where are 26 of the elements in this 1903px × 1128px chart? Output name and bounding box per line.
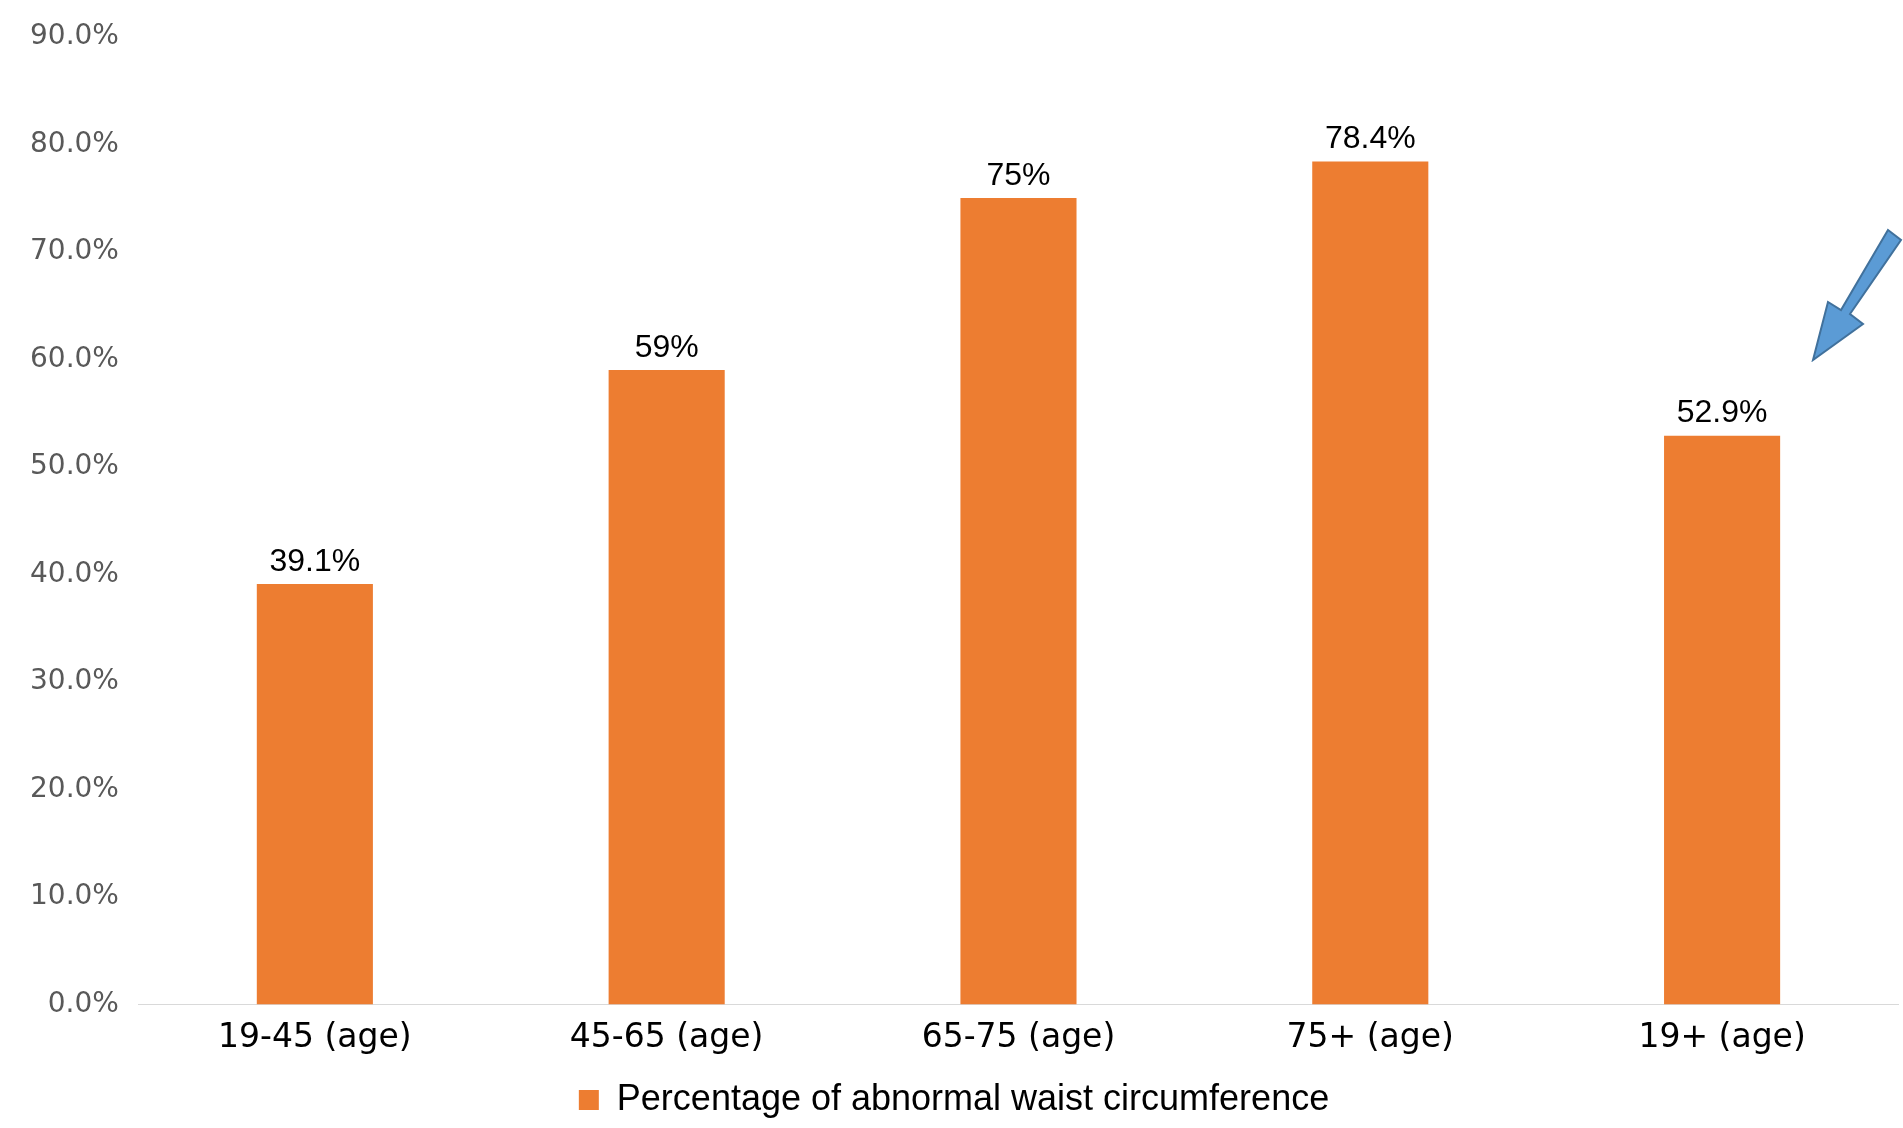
y-tick-label: 90.0% [30,18,119,52]
data-label: 39.1% [269,541,361,578]
y-tick-label: 10.0% [30,878,119,912]
x-tick-label: 19+ (age) [1638,1015,1806,1055]
y-tick-label: 70.0% [30,233,119,267]
data-label: 78.4% [1324,119,1416,156]
data-label: 52.9% [1676,393,1768,430]
data-label: 59% [634,327,699,364]
legend-label: Percentage of abnormal waist circumference [616,1076,1330,1118]
x-tick-label: 65-75 (age) [921,1015,1116,1055]
x-tick-label: 45-65 (age) [569,1015,764,1055]
y-tick-label: 20.0% [30,770,119,804]
data-label: 75% [986,155,1051,192]
y-tick-label: 30.0% [30,663,119,697]
y-tick-label: 80.0% [30,125,119,159]
bar [1664,435,1781,1005]
y-tick-label: 50.0% [30,448,119,482]
y-tick-label: 40.0% [30,555,119,589]
bar [608,370,725,1005]
x-tick-label: 19-45 (age) [218,1015,412,1055]
bar [1312,161,1429,1005]
x-tick-label: 75+ (age) [1286,1015,1454,1055]
bar [960,198,1077,1005]
y-tick-label: 60.0% [30,340,119,374]
y-tick-label: 0.0% [47,985,119,1019]
bar [256,584,373,1005]
